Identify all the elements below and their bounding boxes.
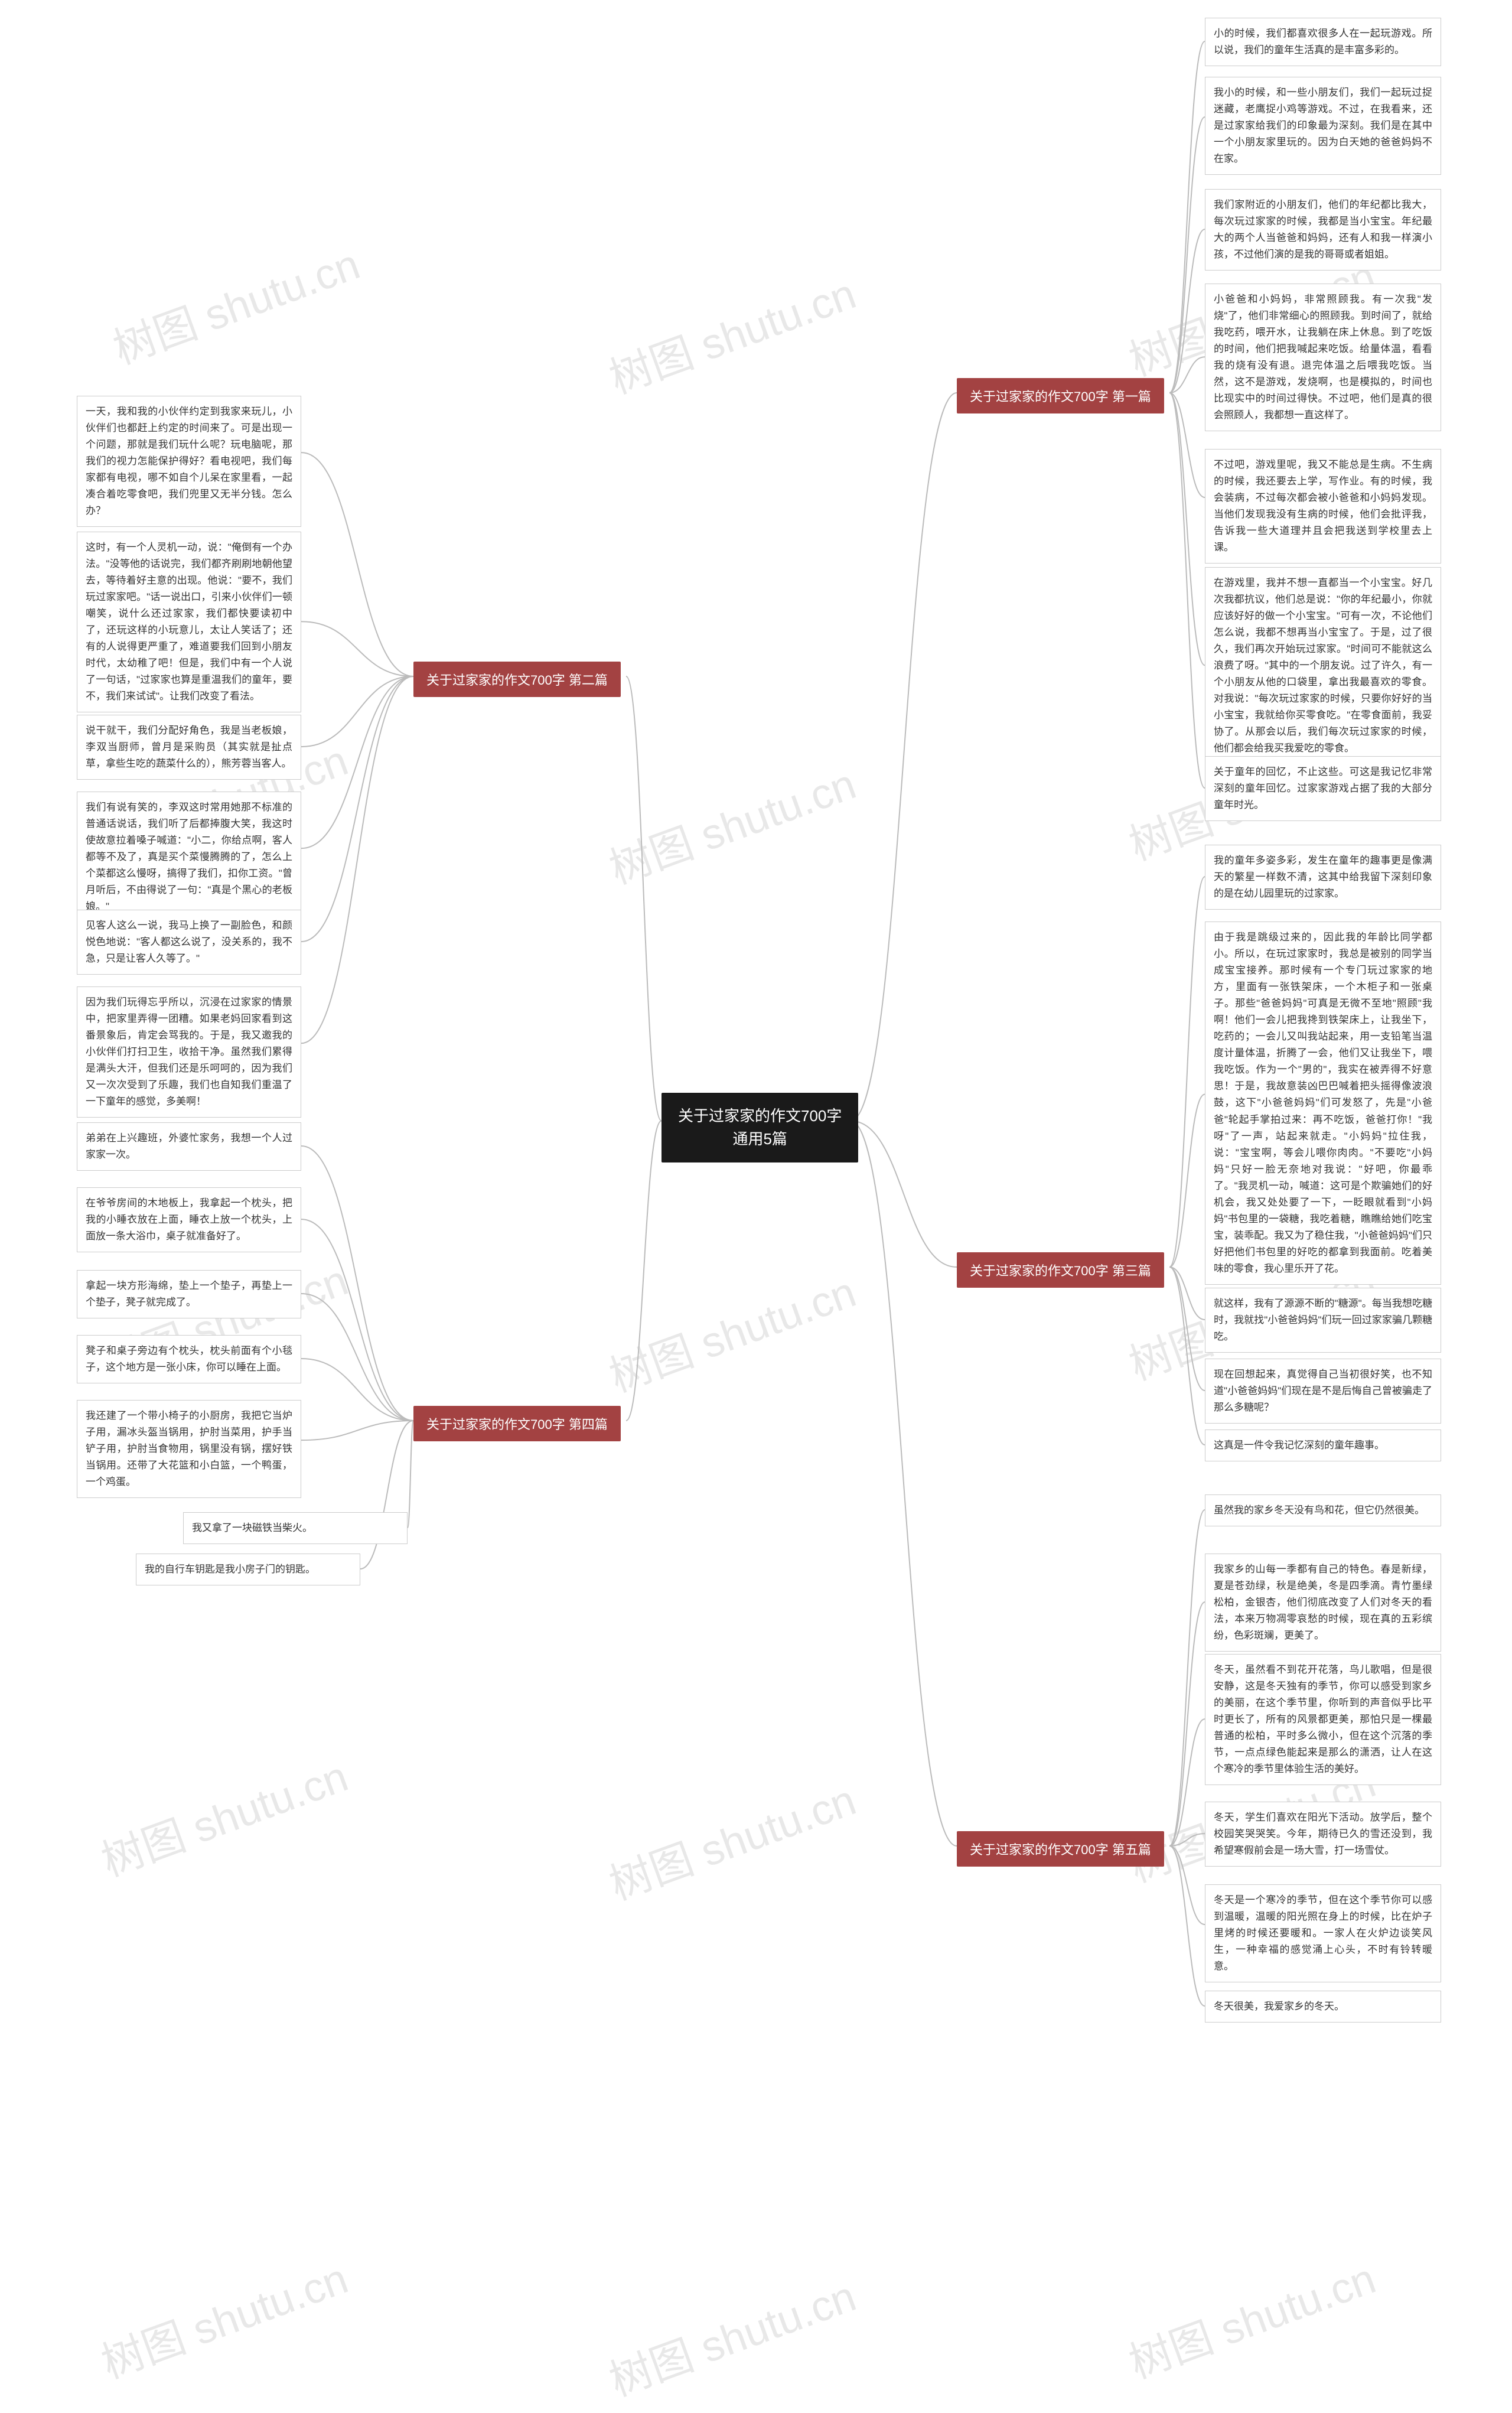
branch-node: 关于过家家的作文700字 第四篇 <box>413 1406 621 1441</box>
leaf-node: 小的时候，我们都喜欢很多人在一起玩游戏。所以说，我们的童年生活真的是丰富多彩的。 <box>1205 18 1441 66</box>
leaf-node: 冬天是一个寒冷的季节，但在这个季节你可以感到温暖，温暖的阳光照在身上的时候，比在… <box>1205 1884 1441 1982</box>
leaf-node: 弟弟在上兴趣班，外婆忙家务，我想一个人过家家一次。 <box>77 1122 301 1171</box>
leaf-node: 关于童年的回忆，不止这些。可这是我记忆非常深刻的童年回忆。过家家游戏占据了我的大… <box>1205 756 1441 821</box>
center-node: 关于过家家的作文700字 通用5篇 <box>662 1093 858 1162</box>
leaf-node: 现在回想起来，真觉得自己当初很好笑，也不知道"小爸爸妈妈"们现在是不是后悔自己曾… <box>1205 1359 1441 1424</box>
leaf-node: 由于我是跳级过来的，因此我的年龄比同学都小。所以，在玩过家家时，我总是被别的同学… <box>1205 921 1441 1285</box>
leaf-node: 这时，有一个人灵机一动，说："俺倒有一个办法。"没等他的话说完，我们都齐刷刷地朝… <box>77 532 301 712</box>
leaf-node: 我的自行车钥匙是我小房子门的钥匙。 <box>136 1554 360 1585</box>
leaf-node: 冬天，虽然看不到花开花落，鸟儿歌唱，但是很安静，这是冬天独有的季节，你可以感受到… <box>1205 1654 1441 1785</box>
branch-node: 关于过家家的作文700字 第一篇 <box>957 378 1164 413</box>
leaf-node: 在游戏里，我并不想一直都当一个小宝宝。好几次我都抗议，他们总是说："你的年纪最小… <box>1205 567 1441 765</box>
leaf-node: 因为我们玩得忘乎所以，沉浸在过家家的情景中，把家里弄得一团糟。如果老妈回家看到这… <box>77 986 301 1118</box>
branch-node: 关于过家家的作文700字 第二篇 <box>413 662 621 697</box>
leaf-node: 凳子和桌子旁边有个枕头，枕头前面有个小毯子，这个地方是一张小床，你可以睡在上面。 <box>77 1335 301 1383</box>
leaf-node: 见客人这么一说，我马上换了一副脸色，和颜悦色地说："客人都这么说了，没关系的，我… <box>77 910 301 975</box>
leaf-node: 我小的时候，和一些小朋友们，我们一起玩过捉迷藏，老鹰捉小鸡等游戏。不过，在我看来… <box>1205 77 1441 175</box>
leaf-node: 我们有说有笑的，李双这时常用她那不标准的普通话说话，我们听了后都捧腹大笑，我这时… <box>77 792 301 923</box>
leaf-node: 不过吧，游戏里呢，我又不能总是生病。不生病的时候，我还要去上学，写作业。有的时候… <box>1205 449 1441 564</box>
branch-node: 关于过家家的作文700字 第三篇 <box>957 1252 1164 1288</box>
leaf-node: 我还建了一个带小椅子的小厨房，我把它当炉子用，漏冰头盔当锅用，护肘当菜用，护手当… <box>77 1400 301 1498</box>
leaf-node: 我家乡的山每一季都有自己的特色。春是新绿，夏是苍劲绿，秋是绝美，冬是四季滴。青竹… <box>1205 1554 1441 1652</box>
leaf-node: 一天，我和我的小伙伴约定到我家来玩儿，小伙伴们也都赶上约定的时间来了。可是出现一… <box>77 396 301 527</box>
leaf-node: 小爸爸和小妈妈，非常照顾我。有一次我"发烧"了，他们非常细心的照顾我。到时间了，… <box>1205 284 1441 431</box>
center-title-l2: 通用5篇 <box>732 1130 787 1148</box>
leaf-node: 我们家附近的小朋友们，他们的年纪都比我大，每次玩过家家的时候，我都是当小宝宝。年… <box>1205 189 1441 271</box>
leaf-node: 这真是一件令我记忆深刻的童年趣事。 <box>1205 1429 1441 1461</box>
center-title-l1: 关于过家家的作文700字 <box>678 1107 842 1125</box>
leaf-node: 就这样，我有了源源不断的"糖源"。每当我想吃糖时，我就找"小爸爸妈妈"们玩一回过… <box>1205 1288 1441 1353</box>
leaf-node: 虽然我的家乡冬天没有鸟和花，但它仍然很美。 <box>1205 1494 1441 1526</box>
leaf-node: 说干就干，我们分配好角色，我是当老板娘，李双当厨师，曾月是采购员（其实就是扯点草… <box>77 715 301 780</box>
leaf-node: 冬天，学生们喜欢在阳光下活动。放学后，整个校园笑哭哭笑。今年，期待已久的雪还没到… <box>1205 1802 1441 1867</box>
leaf-node: 冬天很美，我爱家乡的冬天。 <box>1205 1991 1441 2023</box>
leaf-node: 我的童年多姿多彩，发生在童年的趣事更是像满天的繁星一样数不清，这其中给我留下深刻… <box>1205 845 1441 910</box>
leaf-node: 我又拿了一块磁铁当柴火。 <box>183 1512 408 1544</box>
branch-node: 关于过家家的作文700字 第五篇 <box>957 1831 1164 1867</box>
leaf-node: 在爷爷房间的木地板上，我拿起一个枕头，把我的小睡衣放在上面，睡衣上放一个枕头，上… <box>77 1187 301 1252</box>
leaf-node: 拿起一块方形海绵，垫上一个垫子，再垫上一个垫子，凳子就完成了。 <box>77 1270 301 1318</box>
